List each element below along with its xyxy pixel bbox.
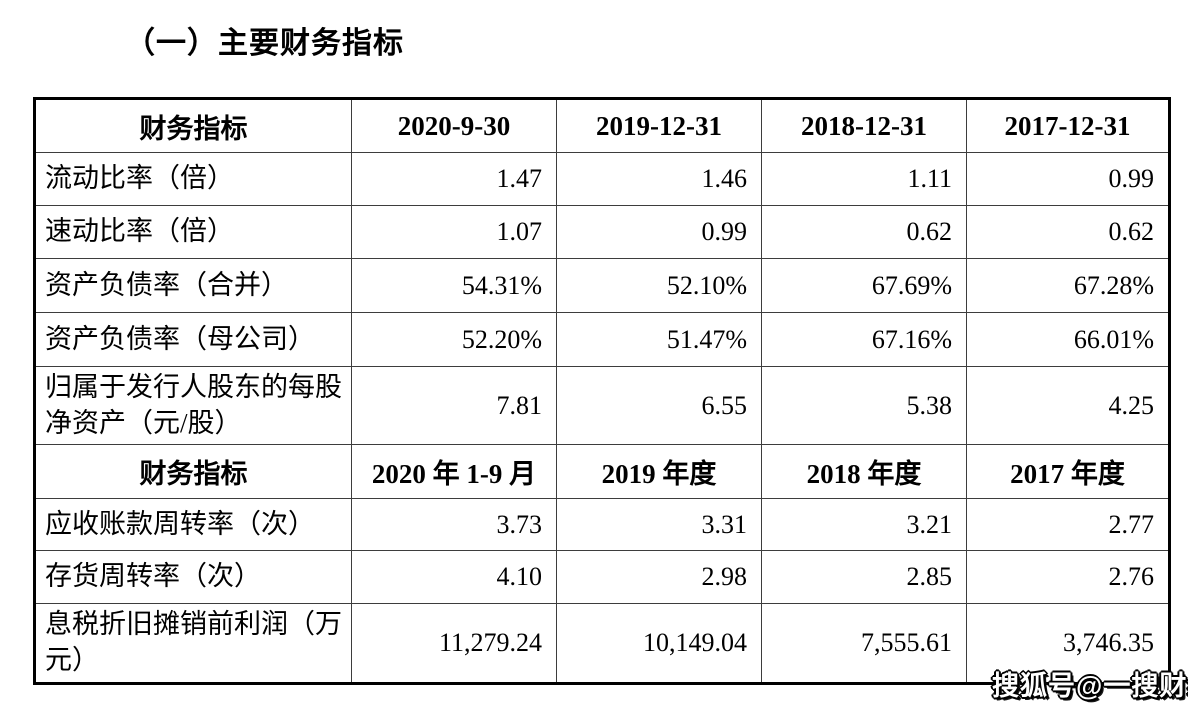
- column-header-date-3: 2018-12-31: [761, 98, 967, 153]
- table-cell: 67.69%: [761, 258, 967, 313]
- table-row-current-ratio: 流动比率（倍） 1.47 1.46 1.11 0.99: [34, 152, 1170, 206]
- table-cell: 4.10: [351, 550, 557, 605]
- table-cell: 54.31%: [351, 258, 557, 313]
- table-cell: 1.07: [351, 205, 557, 259]
- row-label: 存货周转率（次）: [34, 550, 352, 605]
- table-cell: 3.73: [351, 498, 557, 552]
- table-cell: 7,555.61: [761, 603, 967, 684]
- table-cell: 52.10%: [556, 258, 762, 313]
- column-header-period-1: 2020 年 1-9 月: [351, 444, 557, 500]
- column-header-date-2: 2019-12-31: [556, 98, 762, 153]
- column-header-period-3: 2018 年度: [761, 444, 967, 500]
- table-cell: 67.16%: [761, 312, 967, 367]
- table-row-ebitda: 息税折旧摊销前利润（万元） 11,279.24 10,149.04 7,555.…: [34, 603, 1170, 684]
- table-cell: 3,746.35: [966, 603, 1170, 684]
- table-cell: 66.01%: [966, 312, 1170, 367]
- table-cell: 0.99: [966, 152, 1170, 206]
- row-label: 速动比率（倍）: [34, 205, 352, 259]
- table-cell: 2.98: [556, 550, 762, 605]
- table-cell: 51.47%: [556, 312, 762, 367]
- table-cell: 2.77: [966, 498, 1170, 552]
- table-cell: 11,279.24: [351, 603, 557, 684]
- table-row-debt-ratio-consolidated: 资产负债率（合并） 54.31% 52.10% 67.69% 67.28%: [34, 258, 1170, 313]
- table-cell: 1.46: [556, 152, 762, 206]
- table-header-row-period: 财务指标 2020 年 1-9 月 2019 年度 2018 年度 2017 年…: [34, 444, 1170, 500]
- column-header-period-2: 2019 年度: [556, 444, 762, 500]
- table-cell: 3.21: [761, 498, 967, 552]
- column-header-period-4: 2017 年度: [966, 444, 1170, 500]
- table-cell: 0.62: [761, 205, 967, 259]
- row-label: 应收账款周转率（次）: [34, 498, 352, 552]
- row-label: 归属于发行人股东的每股净资产（元/股）: [34, 365, 352, 446]
- table-cell: 2.76: [966, 550, 1170, 605]
- table-header-row-balance: 财务指标 2020-9-30 2019-12-31 2018-12-31 201…: [34, 98, 1170, 153]
- table-row-inventory-turnover: 存货周转率（次） 4.10 2.98 2.85 2.76: [34, 550, 1170, 605]
- column-header-date-1: 2020-9-30: [351, 98, 557, 153]
- column-header-indicator-2: 财务指标: [34, 444, 352, 500]
- column-header-date-4: 2017-12-31: [966, 98, 1170, 153]
- table-row-debt-ratio-parent: 资产负债率（母公司） 52.20% 51.47% 67.16% 66.01%: [34, 312, 1170, 367]
- table-cell: 6.55: [556, 365, 762, 446]
- table-cell: 7.81: [351, 365, 557, 446]
- row-label: 资产负债率（母公司）: [34, 312, 352, 367]
- table-cell: 10,149.04: [556, 603, 762, 684]
- financial-table: 财务指标 2020-9-30 2019-12-31 2018-12-31 201…: [33, 97, 1171, 685]
- section-heading: （一）主要财务指标: [125, 27, 404, 60]
- table-cell: 0.99: [556, 205, 762, 259]
- table-cell: 5.38: [761, 365, 967, 446]
- table-cell: 4.25: [966, 365, 1170, 446]
- column-header-indicator: 财务指标: [34, 98, 352, 153]
- table-row-quick-ratio: 速动比率（倍） 1.07 0.99 0.62 0.62: [34, 205, 1170, 259]
- table-cell: 3.31: [556, 498, 762, 552]
- table-cell: 1.47: [351, 152, 557, 206]
- financial-indicators-table: 财务指标 2020-9-30 2019-12-31 2018-12-31 201…: [33, 97, 1171, 685]
- table-cell: 52.20%: [351, 312, 557, 367]
- row-label: 资产负债率（合并）: [34, 258, 352, 313]
- table-row-receivables-turnover: 应收账款周转率（次） 3.73 3.31 3.21 2.77: [34, 498, 1170, 552]
- table-cell: 67.28%: [966, 258, 1170, 313]
- table-cell: 2.85: [761, 550, 967, 605]
- table-row-net-assets-per-share: 归属于发行人股东的每股净资产（元/股） 7.81 6.55 5.38 4.25: [34, 365, 1170, 446]
- table-cell: 1.11: [761, 152, 967, 206]
- row-label: 息税折旧摊销前利润（万元）: [34, 603, 352, 684]
- table-cell: 0.62: [966, 205, 1170, 259]
- row-label: 流动比率（倍）: [34, 152, 352, 206]
- watermark: 搜狐号@一搜财经: [992, 671, 1188, 701]
